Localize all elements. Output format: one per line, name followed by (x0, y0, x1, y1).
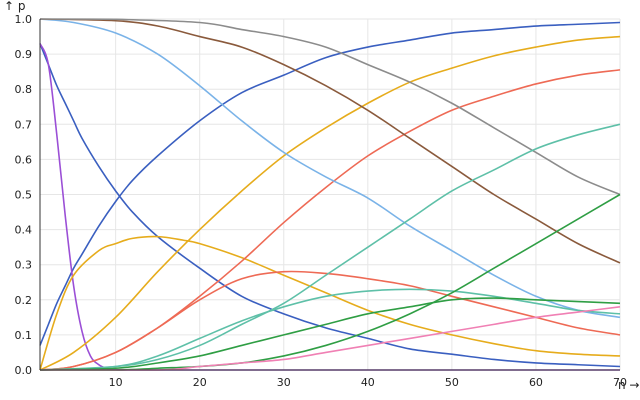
series-line-1 (39, 21, 621, 346)
y-tick-label: 1.0 (15, 13, 33, 26)
x-tick-label: 40 (361, 376, 375, 389)
x-tick-label: 10 (109, 376, 123, 389)
series-line-11 (39, 123, 621, 371)
y-tick-label: 0.8 (15, 83, 33, 96)
series-line-8 (39, 18, 621, 319)
y-axis-label: ↑ p (4, 0, 26, 13)
x-tick-label: 50 (445, 376, 459, 389)
series-line-12 (39, 288, 621, 371)
x-tick-label: 30 (277, 376, 291, 389)
y-tick-label: 0.0 (15, 364, 33, 377)
series-line-15 (39, 306, 621, 371)
series-line-13 (39, 297, 621, 371)
series-line-6 (39, 69, 621, 371)
y-tick-label: 0.2 (15, 294, 33, 307)
series-line-10 (39, 18, 621, 196)
tick-labels: 0.0 0.1 0.2 0.3 0.4 0.5 0.6 0.7 0.8 0.9 1.0 10 20 30 4… (15, 13, 628, 389)
y-tick-label: 0.1 (15, 329, 33, 342)
y-tick-label: 0.5 (15, 189, 33, 202)
x-tick-label: 70 (613, 376, 627, 389)
series-line-9 (39, 18, 621, 264)
series-line-5 (39, 35, 621, 371)
x-tick-label: 20 (193, 376, 207, 389)
series-line-2 (39, 43, 621, 368)
y-tick-label: 0.9 (15, 48, 33, 61)
y-tick-label: 0.4 (15, 224, 33, 237)
x-axis-label: n → (618, 378, 639, 392)
series-lines (39, 18, 621, 371)
y-tick-label: 0.7 (15, 118, 33, 131)
y-tick-label: 0.3 (15, 259, 33, 272)
series-line-4 (39, 235, 621, 371)
series-line-14 (39, 193, 621, 371)
x-tick-label: 60 (529, 376, 543, 389)
y-tick-label: 0.6 (15, 153, 33, 166)
series-line-7 (39, 270, 621, 371)
axes (39, 19, 620, 371)
